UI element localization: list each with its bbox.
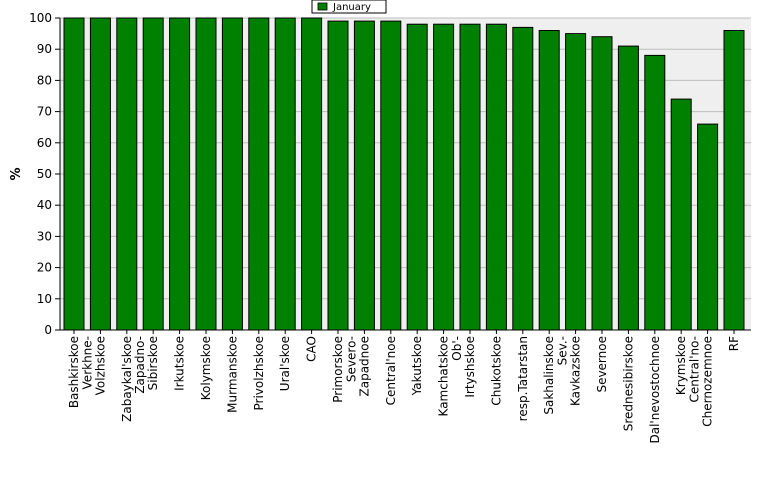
y-tick-label: 50 [37, 167, 52, 181]
y-tick-label: 80 [37, 73, 52, 87]
legend: January [311, 0, 387, 14]
y-tick-label: 40 [37, 198, 52, 212]
x-tick-label: Sakhalinskoe [542, 336, 556, 415]
y-tick-label: 30 [37, 229, 52, 243]
x-tick-label: Verkhne-Volzhskoe [80, 336, 107, 395]
y-tick-label: 20 [37, 261, 52, 275]
bar [538, 30, 560, 331]
x-tick-label: Yakutskoe [410, 336, 424, 396]
bar [274, 17, 296, 331]
bar [485, 23, 507, 331]
bar [63, 17, 85, 331]
bar [512, 26, 534, 331]
x-tick-label: Krymskoe [674, 336, 688, 395]
y-axis-label: % [9, 167, 24, 180]
bar [169, 17, 191, 331]
bar [433, 23, 455, 331]
bar [565, 33, 587, 331]
bar [195, 17, 217, 331]
bar [406, 23, 428, 331]
bar [353, 20, 375, 331]
x-axis-labels: Bashkirskoe Verkhne-Volzhskoe Zabaykal'sko… [67, 330, 741, 444]
x-tick-label: Zabaykal'skoe [120, 336, 134, 422]
bar [697, 123, 719, 331]
bar [89, 17, 111, 331]
x-tick-label: Irkutskoe [173, 336, 187, 391]
x-tick-label: Ural'skoe [278, 336, 292, 391]
bar [617, 45, 639, 331]
x-tick-label: Primorskoe [331, 336, 345, 403]
bar [116, 17, 138, 331]
x-tick-label: Sev.-Kavkazskoe [556, 336, 583, 406]
x-tick-label: Kamchatskoe [437, 336, 451, 416]
y-tick-label: 90 [37, 42, 52, 56]
x-tick-label: CAO [305, 336, 319, 362]
bar [459, 23, 481, 331]
x-tick-label: Srednesibirskoe [621, 336, 635, 431]
bar [591, 36, 613, 331]
legend-swatch [317, 2, 328, 11]
x-tick-label: Ob'-Irtyshskoe [450, 336, 477, 398]
x-tick-label: Severo-Zapadnoe [344, 336, 371, 397]
x-tick-label: Kolymskoe [199, 336, 213, 400]
x-tick-label: Central'no-Chernozemnoe [688, 336, 715, 427]
bar [327, 20, 349, 331]
bar [644, 54, 666, 331]
x-tick-label: Central'noe [384, 336, 398, 405]
legend-box [311, 0, 387, 14]
y-tick-label: 70 [37, 105, 52, 119]
bar [221, 17, 243, 331]
y-tick-label: 60 [37, 136, 52, 150]
bar [142, 17, 164, 331]
x-tick-label: Bashkirskoe [67, 336, 81, 408]
bar [248, 17, 270, 331]
bar [723, 30, 745, 331]
x-tick-label: Zapadno-Sibirskoe [133, 336, 160, 394]
y-tick-label: 100 [29, 11, 52, 25]
bar [301, 17, 323, 331]
y-axis-ticks: 0 10 20 30 40 50 60 70 80 90 100 [29, 11, 60, 337]
x-tick-label: Severnoe [595, 336, 609, 393]
x-tick-label: RF [727, 336, 741, 351]
x-tick-label: Chukotskoe [489, 336, 503, 406]
bars [63, 17, 745, 331]
y-tick-label: 10 [37, 292, 52, 306]
x-tick-label: Dal'nevostochnoe [648, 336, 662, 444]
y-tick-label: 0 [44, 323, 52, 337]
legend-label: January [332, 2, 371, 13]
bar [670, 98, 692, 331]
x-tick-label: Murmanskoe [225, 336, 239, 413]
bar [380, 20, 402, 331]
x-tick-label: resp.Tatarstan [516, 336, 530, 421]
x-tick-label: Privolzhskoe [252, 336, 266, 410]
